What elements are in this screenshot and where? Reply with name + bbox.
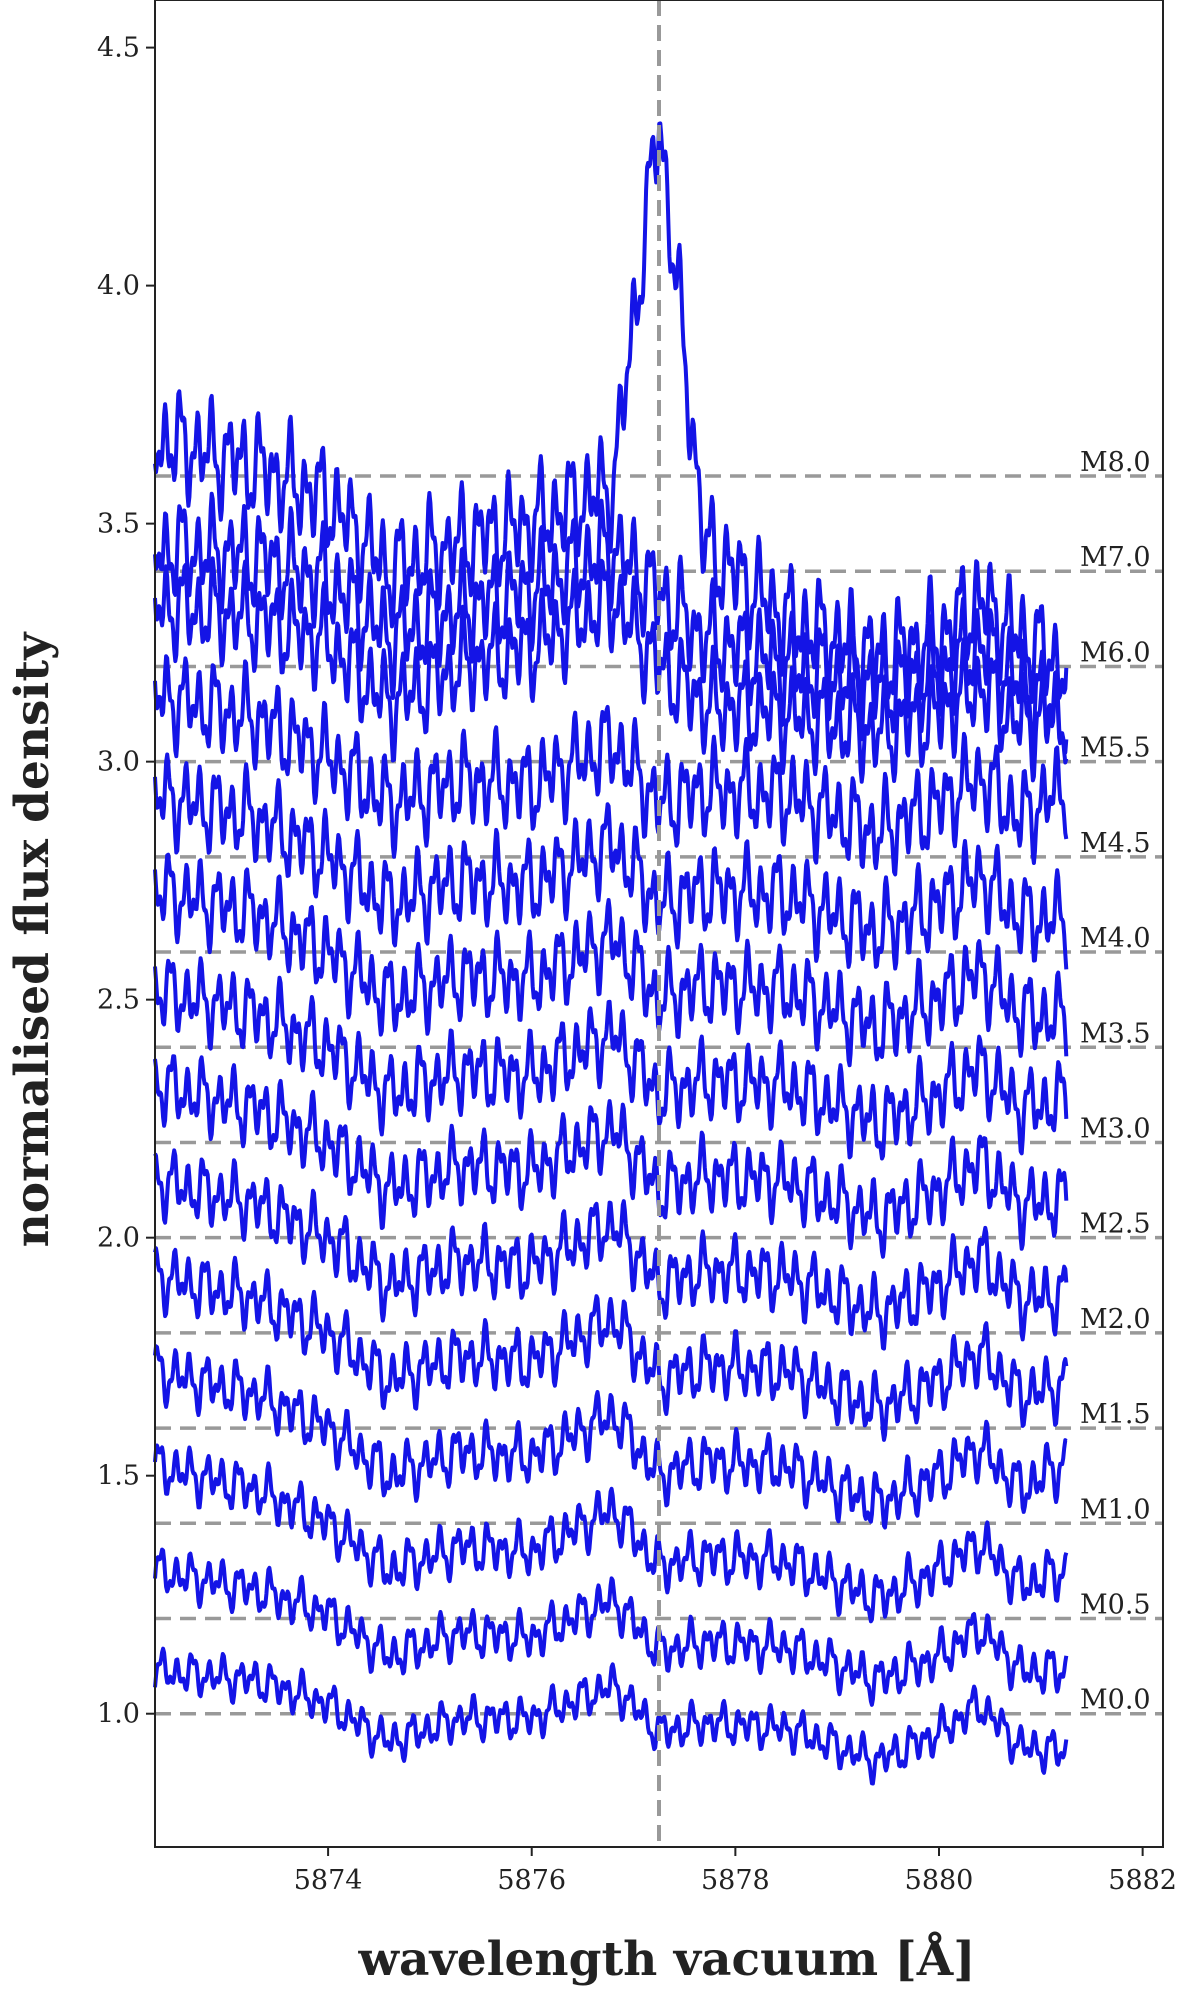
y-tick-label: 4.5 [97, 33, 140, 64]
spectral-type-label: M4.0 [1080, 923, 1151, 954]
spectrum-line-M4.5 [153, 752, 1069, 971]
spectral-type-label: M3.5 [1080, 1018, 1151, 1049]
y-tick-label: 4.0 [97, 271, 140, 302]
spectrum-line-M7.0 [153, 491, 1069, 757]
y-tick-label: 3.5 [97, 509, 140, 540]
x-axis-ticks: 5874 5876 5878 5880 5882 [294, 1847, 1177, 1896]
spectral-type-label: M4.5 [1080, 828, 1151, 859]
spectral-type-label: M0.0 [1080, 1685, 1151, 1716]
spectral-type-label: M2.0 [1080, 1304, 1151, 1335]
y-tick-label: 2.5 [97, 985, 140, 1016]
spectral-type-label: M2.5 [1080, 1209, 1151, 1240]
x-tick-label: 5880 [905, 1865, 974, 1896]
x-axis-title: wavelength vacuum [Å] [358, 1931, 976, 1987]
y-tick-label: 2.0 [97, 1223, 140, 1254]
spectral-type-label: M3.0 [1080, 1113, 1151, 1144]
x-tick-label: 5876 [497, 1865, 566, 1896]
spectral-type-label: M5.5 [1080, 733, 1151, 764]
y-tick-label: 1.0 [97, 1699, 140, 1730]
spectrum-line-M0.5 [153, 1547, 1069, 1707]
spectral-type-label: M0.5 [1080, 1590, 1151, 1621]
spectral-type-label: M6.0 [1080, 637, 1151, 668]
spectrum-line-M5.5 [153, 654, 1069, 877]
y-tick-label: 1.5 [97, 1461, 140, 1492]
spectrum-line-M1.0 [153, 1443, 1069, 1624]
plot-frame [154, 0, 1164, 1848]
x-tick-label: 5878 [701, 1865, 770, 1896]
spectrum-line-M8.0 [153, 121, 1069, 715]
spectra-series [153, 121, 1069, 1786]
spectrum-line-M1.5 [153, 1344, 1068, 1530]
y-axis-title: normalised flux density [5, 631, 60, 1247]
spectrum-line-M3.5 [153, 956, 1069, 1161]
y-tick-label: 3.0 [97, 747, 140, 778]
x-tick-label: 5882 [1108, 1865, 1177, 1896]
spectral-type-label: M7.0 [1080, 542, 1151, 573]
spectral-type-label: M8.0 [1080, 447, 1151, 478]
spectrum-line-M4.0 [153, 852, 1069, 1068]
spectrum-line-M2.5 [153, 1148, 1069, 1351]
spectrum-line-M6.0 [153, 556, 1069, 784]
y-axis-ticks: 1.0 1.5 2.0 2.5 3.0 3.5 4.0 4.5 [97, 33, 155, 1730]
x-tick-label: 5874 [294, 1865, 363, 1896]
spectral-type-label: M1.5 [1080, 1399, 1151, 1430]
spectrum-line-M2.0 [153, 1246, 1069, 1442]
spectral-type-label: M1.0 [1080, 1494, 1151, 1525]
spectrum-line-M3.0 [153, 1054, 1069, 1259]
spectrum-line-M0.0 [153, 1646, 1069, 1786]
spectral-type-labels: M0.0 M0.5 M1.0 M1.5 M2.0 M2.5 M3.0 M3.5 M4.0 M4.5… [1080, 447, 1151, 1716]
